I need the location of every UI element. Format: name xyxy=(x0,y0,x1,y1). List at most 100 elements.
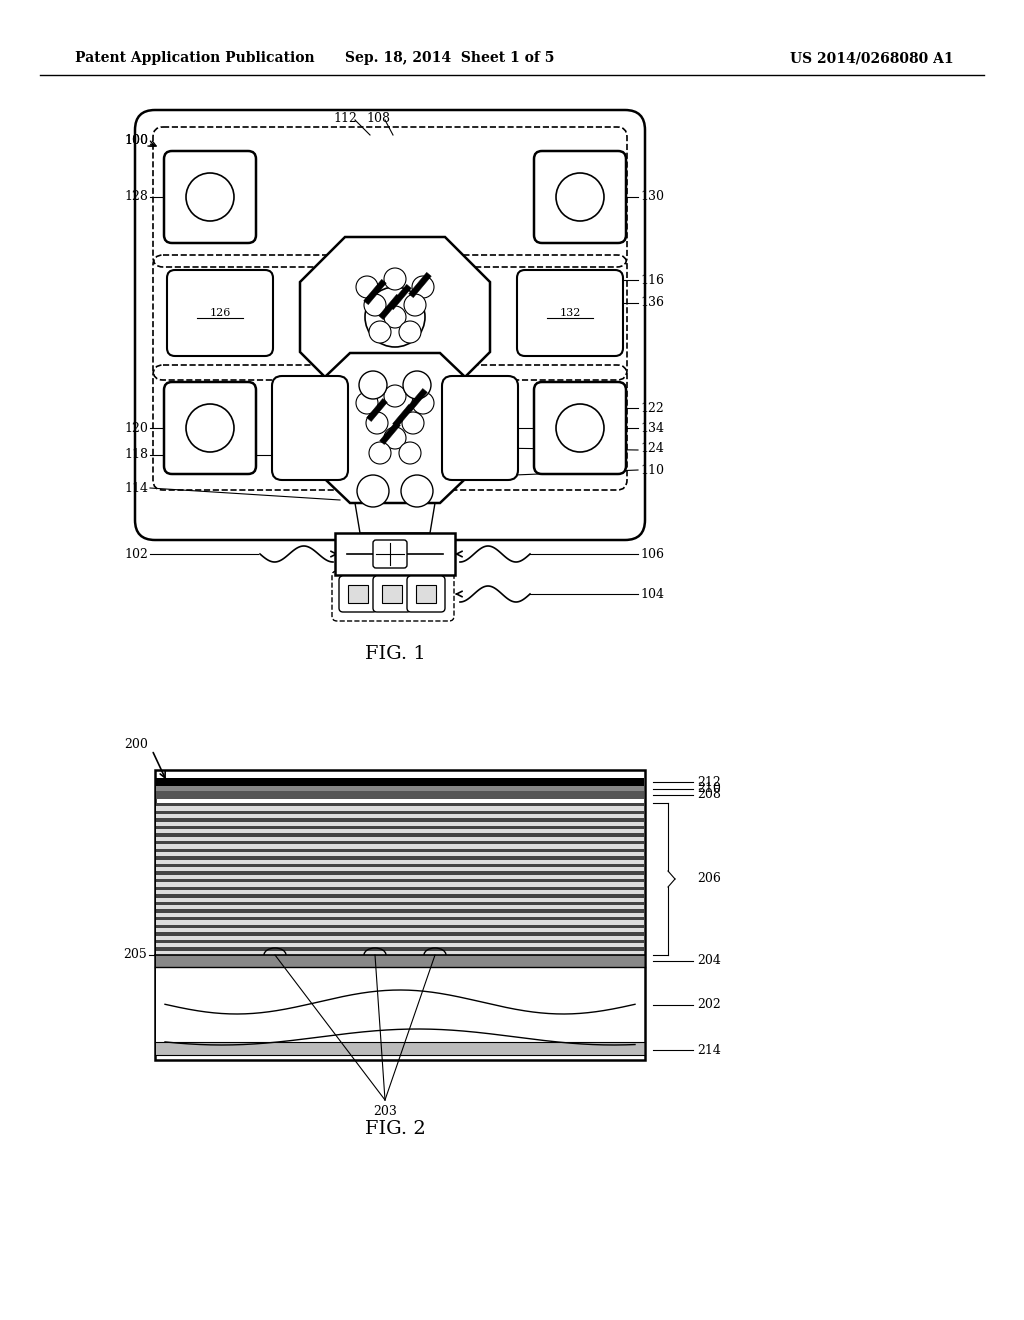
Bar xyxy=(156,791,644,799)
FancyBboxPatch shape xyxy=(135,110,645,540)
Polygon shape xyxy=(392,404,414,428)
Polygon shape xyxy=(305,352,485,503)
Polygon shape xyxy=(389,284,412,310)
Circle shape xyxy=(412,392,434,414)
Text: 106: 106 xyxy=(640,548,664,561)
Circle shape xyxy=(399,442,421,465)
Text: 210: 210 xyxy=(697,783,721,796)
Bar xyxy=(156,950,644,954)
Circle shape xyxy=(186,404,234,451)
Bar xyxy=(156,882,644,887)
Polygon shape xyxy=(300,238,490,397)
Bar xyxy=(348,585,368,603)
Polygon shape xyxy=(367,399,387,421)
Text: 208: 208 xyxy=(697,788,721,801)
Text: Patent Application Publication: Patent Application Publication xyxy=(75,51,314,65)
Bar xyxy=(156,803,644,807)
FancyBboxPatch shape xyxy=(164,381,256,474)
Circle shape xyxy=(556,173,604,220)
Circle shape xyxy=(384,426,406,449)
Bar xyxy=(156,777,644,785)
Text: 204: 204 xyxy=(697,954,721,968)
Bar xyxy=(156,807,644,810)
Text: 124: 124 xyxy=(640,441,664,454)
FancyBboxPatch shape xyxy=(373,540,407,568)
FancyBboxPatch shape xyxy=(442,376,518,480)
Bar xyxy=(155,770,645,1060)
Text: 132: 132 xyxy=(559,308,581,318)
Text: 108: 108 xyxy=(366,111,390,124)
Circle shape xyxy=(412,276,434,298)
Bar xyxy=(156,875,644,879)
Bar xyxy=(156,810,644,814)
Text: 116: 116 xyxy=(640,273,664,286)
FancyBboxPatch shape xyxy=(517,271,623,356)
Bar xyxy=(156,867,644,871)
FancyBboxPatch shape xyxy=(339,576,377,612)
Polygon shape xyxy=(379,294,401,319)
Circle shape xyxy=(369,442,391,465)
Bar xyxy=(156,928,644,932)
Text: 100: 100 xyxy=(124,133,148,147)
Bar xyxy=(156,909,644,913)
Circle shape xyxy=(556,404,604,451)
Circle shape xyxy=(356,276,378,298)
Polygon shape xyxy=(380,421,400,445)
Text: 128: 128 xyxy=(124,190,148,203)
Bar xyxy=(156,863,644,867)
Text: 118: 118 xyxy=(124,449,148,462)
Bar xyxy=(156,879,644,882)
Text: 126: 126 xyxy=(209,308,230,318)
Text: 203: 203 xyxy=(373,1105,397,1118)
Bar xyxy=(156,826,644,829)
Polygon shape xyxy=(407,388,427,412)
Circle shape xyxy=(404,294,426,315)
Bar xyxy=(156,940,644,944)
Text: 110: 110 xyxy=(640,463,664,477)
Circle shape xyxy=(365,286,425,347)
Text: 205: 205 xyxy=(123,949,147,961)
Bar xyxy=(382,585,402,603)
Bar xyxy=(156,932,644,936)
Text: 114: 114 xyxy=(124,482,148,495)
Text: FIG. 1: FIG. 1 xyxy=(365,645,425,663)
Polygon shape xyxy=(364,280,386,305)
Bar xyxy=(156,898,644,902)
Bar xyxy=(156,814,644,818)
FancyBboxPatch shape xyxy=(373,576,411,612)
Bar xyxy=(156,890,644,894)
FancyBboxPatch shape xyxy=(407,576,445,612)
Circle shape xyxy=(384,385,406,407)
Text: 112: 112 xyxy=(333,111,357,124)
Bar xyxy=(156,944,644,948)
Bar xyxy=(156,917,644,920)
Bar xyxy=(156,913,644,917)
Bar xyxy=(156,859,644,863)
Bar xyxy=(156,1041,644,1055)
Text: 200: 200 xyxy=(124,738,148,751)
Bar xyxy=(156,785,644,791)
Circle shape xyxy=(369,321,391,343)
Circle shape xyxy=(401,475,433,507)
Circle shape xyxy=(356,392,378,414)
Text: FIG. 2: FIG. 2 xyxy=(365,1119,425,1138)
Bar xyxy=(416,585,436,603)
Bar xyxy=(335,533,455,576)
Bar xyxy=(156,920,644,924)
Bar xyxy=(156,871,644,875)
Bar xyxy=(156,833,644,837)
Bar xyxy=(156,829,644,833)
Text: 122: 122 xyxy=(640,401,664,414)
Circle shape xyxy=(186,173,234,220)
Text: 134: 134 xyxy=(640,421,664,434)
FancyBboxPatch shape xyxy=(534,150,626,243)
Text: Sep. 18, 2014  Sheet 1 of 5: Sep. 18, 2014 Sheet 1 of 5 xyxy=(345,51,555,65)
Text: 102: 102 xyxy=(124,548,148,561)
Text: US 2014/0268080 A1: US 2014/0268080 A1 xyxy=(790,51,953,65)
Circle shape xyxy=(366,412,388,434)
Bar xyxy=(156,851,644,857)
Bar xyxy=(156,837,644,841)
Bar xyxy=(156,968,644,1041)
Circle shape xyxy=(357,475,389,507)
Circle shape xyxy=(399,321,421,343)
